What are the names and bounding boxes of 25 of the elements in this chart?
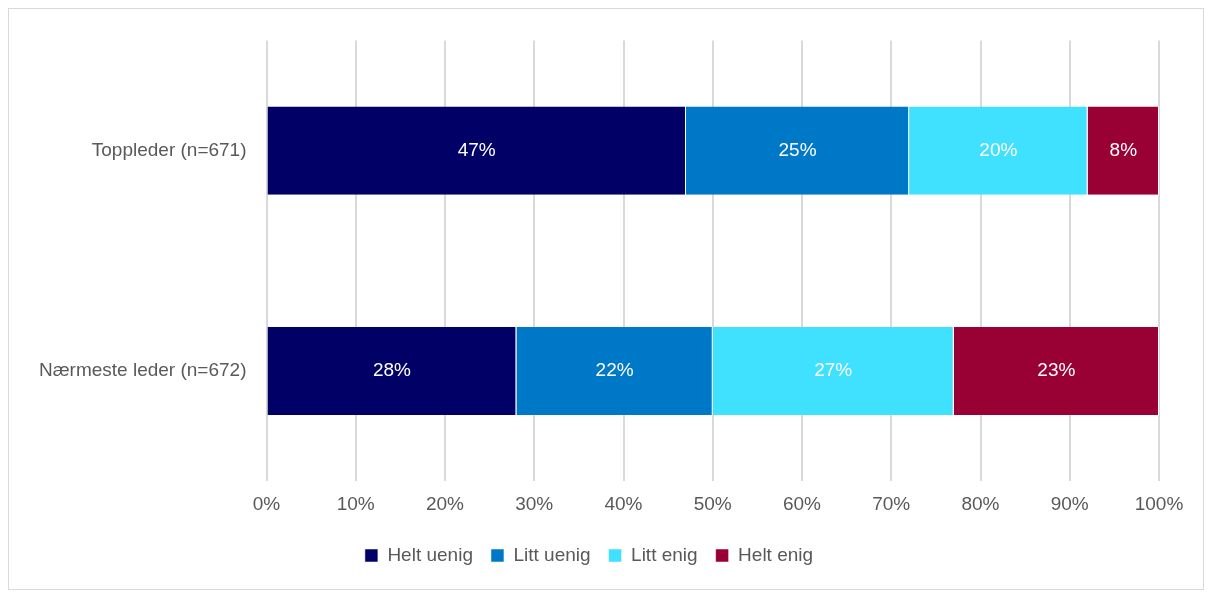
- data-label: 23%: [1037, 359, 1076, 381]
- legend-label: Litt uenig: [513, 543, 591, 565]
- x-tick-label: 20%: [425, 492, 465, 514]
- x-tick-label: 40%: [604, 492, 643, 514]
- legend-label: Helt uenig: [387, 543, 473, 565]
- legend-label: Helt enig: [738, 543, 814, 565]
- x-tick-label: 80%: [961, 492, 1000, 514]
- x-tick-label: 100%: [1134, 492, 1184, 514]
- x-tick-label: 0%: [252, 492, 281, 514]
- x-tick-label: 90%: [1050, 492, 1089, 514]
- data-label: 20%: [979, 138, 1018, 160]
- data-label: 47%: [457, 138, 496, 160]
- x-tick-label: 10%: [336, 492, 375, 514]
- x-tick-label: 30%: [515, 492, 554, 514]
- data-label: 27%: [814, 359, 853, 381]
- x-tick-label: 50%: [693, 492, 732, 514]
- data-label: 25%: [778, 138, 817, 160]
- y-tick-label: Toppleder (n=671): [91, 138, 247, 160]
- x-tick-label: 60%: [782, 492, 822, 514]
- x-tick-label: 70%: [872, 492, 911, 514]
- data-label: 8%: [1109, 138, 1138, 160]
- data-label: 22%: [595, 359, 634, 381]
- data-label: 28%: [372, 359, 412, 381]
- legend-label: Litt enig: [631, 543, 698, 565]
- y-tick-label: Nærmeste leder (n=672): [38, 359, 247, 381]
